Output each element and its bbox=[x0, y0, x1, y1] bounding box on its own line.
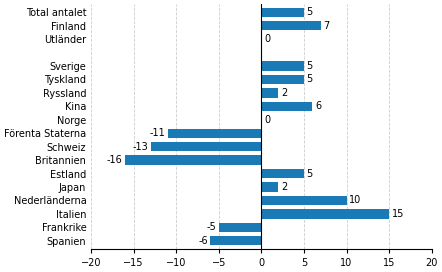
Text: 10: 10 bbox=[349, 195, 361, 205]
Text: 0: 0 bbox=[264, 34, 270, 44]
Text: 5: 5 bbox=[306, 7, 313, 17]
Bar bbox=[168, 128, 261, 138]
Bar bbox=[151, 142, 261, 151]
Bar bbox=[261, 88, 278, 98]
Text: -11: -11 bbox=[149, 128, 165, 138]
Bar bbox=[125, 155, 261, 165]
Text: 2: 2 bbox=[281, 88, 287, 98]
Bar bbox=[261, 196, 347, 205]
Text: -6: -6 bbox=[198, 236, 208, 246]
Bar bbox=[219, 222, 261, 232]
Text: -16: -16 bbox=[107, 155, 122, 165]
Bar bbox=[261, 182, 278, 192]
Text: 2: 2 bbox=[281, 182, 287, 192]
Bar bbox=[261, 209, 389, 219]
Bar bbox=[261, 102, 312, 111]
Text: -13: -13 bbox=[133, 142, 148, 152]
Bar bbox=[261, 21, 321, 30]
Bar bbox=[261, 169, 304, 178]
Bar bbox=[210, 236, 261, 245]
Text: 5: 5 bbox=[306, 169, 313, 178]
Text: 5: 5 bbox=[306, 75, 313, 84]
Bar bbox=[261, 61, 304, 71]
Text: 5: 5 bbox=[306, 61, 313, 71]
Text: 6: 6 bbox=[315, 101, 321, 111]
Bar bbox=[261, 75, 304, 84]
Bar bbox=[261, 8, 304, 17]
Text: 15: 15 bbox=[392, 209, 404, 219]
Text: -5: -5 bbox=[206, 222, 216, 232]
Text: 0: 0 bbox=[264, 115, 270, 125]
Text: 7: 7 bbox=[324, 21, 330, 31]
